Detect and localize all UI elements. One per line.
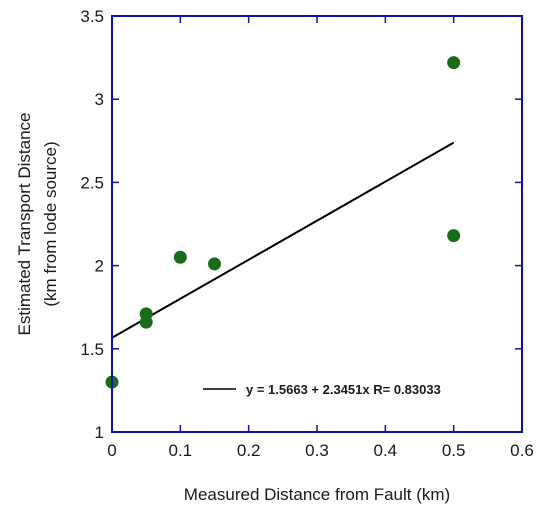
y-tick-label: 1 — [95, 423, 104, 442]
data-point — [139, 315, 153, 329]
data-point — [447, 56, 461, 70]
x-tick-label: 0 — [107, 441, 116, 460]
x-tick-label: 0.4 — [374, 441, 398, 460]
y-tick-label: 3 — [95, 90, 104, 109]
y-axis-title-line-1: Estimated Transport Distance — [15, 113, 34, 336]
x-tick-label: 0.5 — [442, 441, 466, 460]
legend-text: y = 1.5663 + 2.3451x R= 0.83033 — [246, 382, 441, 397]
y-axis-title-line-2: (km from lode source) — [41, 141, 60, 306]
data-point — [173, 250, 187, 264]
y-tick-label: 2 — [95, 257, 104, 276]
y-tick-label: 3.5 — [80, 7, 104, 26]
legend: y = 1.5663 + 2.3451x R= 0.83033 — [203, 382, 441, 397]
x-axis-title: Measured Distance from Fault (km) — [184, 485, 450, 504]
ticks-layer: 0 0.1 0.2 0.3 0.4 0.5 0.6 1 1.5 2 2.5 3 3.5 — [80, 7, 533, 460]
y-tick-label: 2.5 — [80, 173, 104, 192]
x-tick-label: 0.2 — [237, 441, 261, 460]
x-tick-label: 0.6 — [510, 441, 534, 460]
points-layer — [105, 56, 461, 389]
y-tick-label: 1.5 — [80, 340, 104, 359]
fit-layer — [111, 141, 455, 339]
fit-line — [111, 141, 455, 339]
x-tick-label: 0.3 — [305, 441, 329, 460]
data-point — [447, 229, 461, 243]
data-point — [208, 257, 221, 271]
plot-frame — [111, 15, 523, 433]
x-tick-label: 0.1 — [169, 441, 193, 460]
